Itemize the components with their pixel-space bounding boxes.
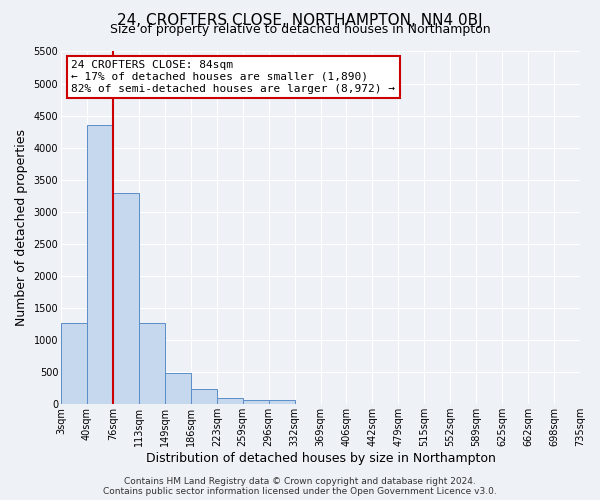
Bar	[191, 390, 217, 404]
X-axis label: Distribution of detached houses by size in Northampton: Distribution of detached houses by size …	[146, 452, 496, 465]
Bar	[243, 400, 269, 404]
Bar	[87, 125, 113, 404]
Text: Contains HM Land Registry data © Crown copyright and database right 2024.
Contai: Contains HM Land Registry data © Crown c…	[103, 476, 497, 496]
Bar	[165, 374, 191, 404]
Bar	[139, 322, 165, 404]
Text: 24, CROFTERS CLOSE, NORTHAMPTON, NN4 0BJ: 24, CROFTERS CLOSE, NORTHAMPTON, NN4 0BJ	[117, 12, 483, 28]
Bar	[61, 322, 87, 404]
Text: Size of property relative to detached houses in Northampton: Size of property relative to detached ho…	[110, 22, 490, 36]
Text: 24 CROFTERS CLOSE: 84sqm
← 17% of detached houses are smaller (1,890)
82% of sem: 24 CROFTERS CLOSE: 84sqm ← 17% of detach…	[71, 60, 395, 94]
Bar	[217, 398, 243, 404]
Bar	[269, 400, 295, 404]
Y-axis label: Number of detached properties: Number of detached properties	[15, 130, 28, 326]
Bar	[113, 192, 139, 404]
